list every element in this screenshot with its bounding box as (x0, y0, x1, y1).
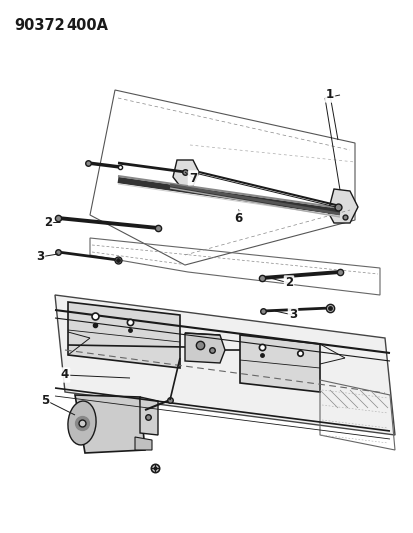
Polygon shape (173, 160, 199, 186)
Polygon shape (327, 189, 357, 223)
Text: 5: 5 (41, 393, 49, 407)
Text: 4: 4 (61, 368, 69, 382)
Text: 2: 2 (44, 215, 52, 229)
Polygon shape (75, 395, 145, 453)
Polygon shape (185, 333, 224, 363)
Text: 3: 3 (36, 251, 44, 263)
Polygon shape (68, 302, 180, 368)
Polygon shape (135, 437, 152, 450)
Polygon shape (55, 295, 394, 435)
Text: 400A: 400A (66, 18, 108, 33)
Polygon shape (140, 397, 158, 435)
Text: 1: 1 (325, 88, 333, 101)
Polygon shape (240, 335, 319, 392)
Text: 6: 6 (233, 212, 242, 224)
Text: 7: 7 (188, 172, 197, 184)
Text: 3: 3 (288, 309, 297, 321)
Ellipse shape (68, 401, 96, 445)
Text: 2: 2 (284, 277, 292, 289)
Text: 90372: 90372 (14, 18, 64, 33)
